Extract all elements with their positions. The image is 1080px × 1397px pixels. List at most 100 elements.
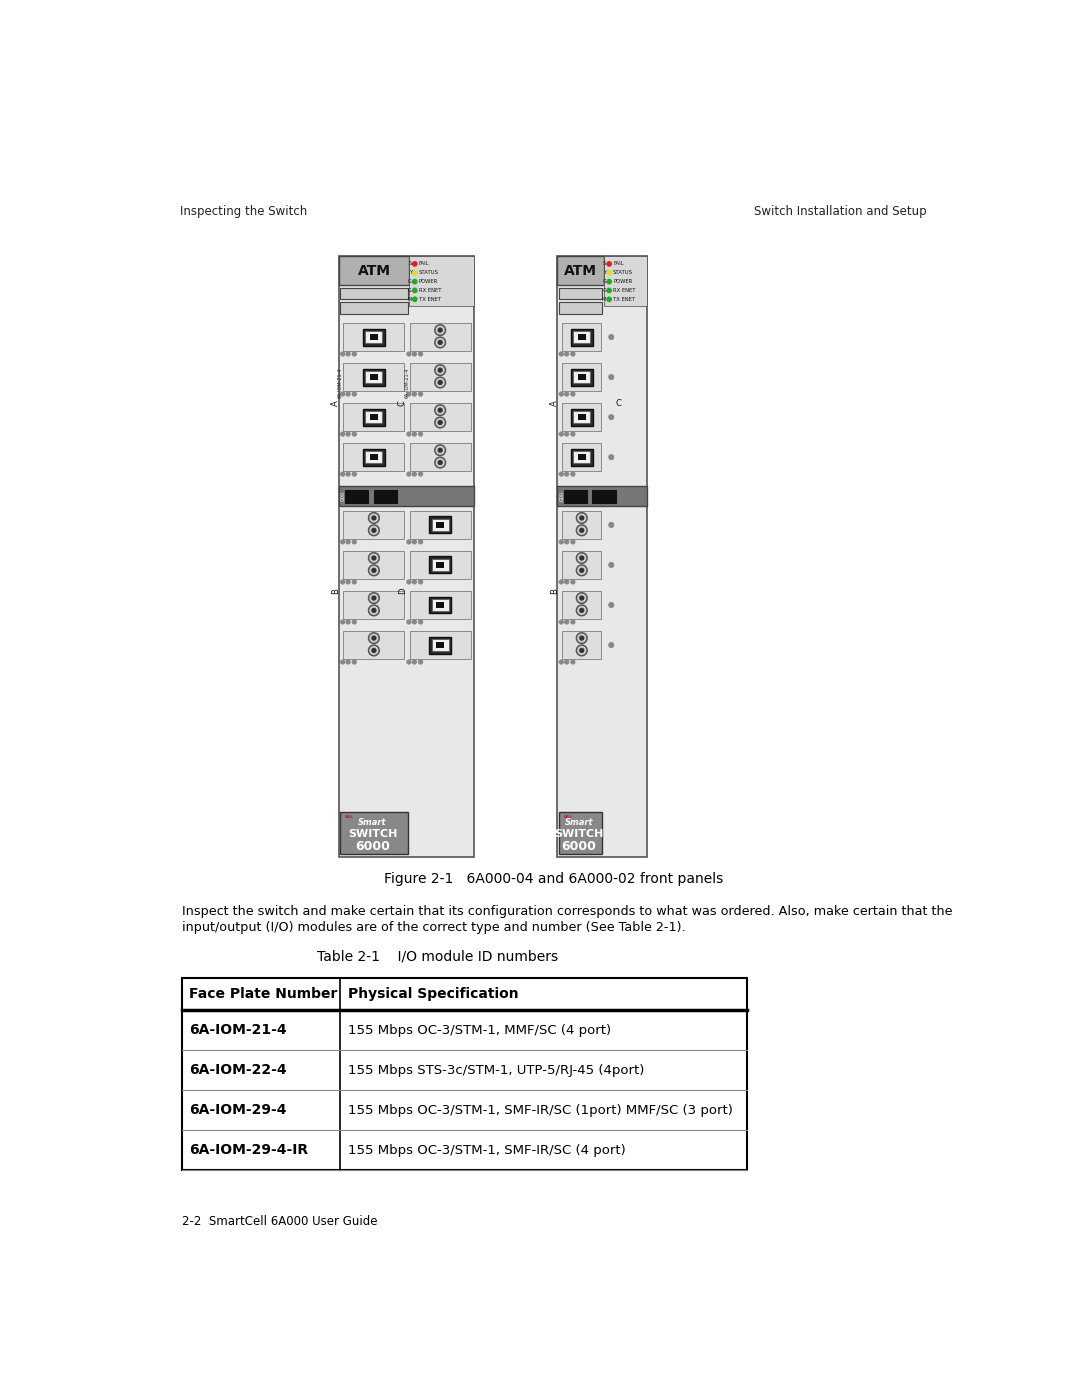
Text: 6A-IOM-21-4: 6A-IOM-21-4 [189,1023,287,1037]
Text: Face Plate Number: Face Plate Number [189,986,338,1000]
Bar [365,411,382,423]
Text: C: C [397,401,407,407]
Circle shape [347,432,350,436]
Circle shape [435,377,446,388]
Bar [430,637,451,654]
Circle shape [607,298,611,302]
Circle shape [436,447,444,454]
Bar [592,489,616,503]
Circle shape [413,298,417,302]
Circle shape [341,393,345,395]
Circle shape [352,432,356,436]
Text: 155 Mbps STS-3c/STM-1, UTP-5/RJ-45 (4port): 155 Mbps STS-3c/STM-1, UTP-5/RJ-45 (4por… [348,1063,644,1077]
Circle shape [436,338,444,346]
Bar [365,372,382,383]
Bar [578,414,585,420]
Text: POWER: POWER [419,279,437,284]
Bar [343,404,404,432]
Circle shape [435,324,446,335]
Circle shape [413,620,416,624]
Circle shape [352,539,356,543]
Circle shape [577,553,588,563]
Circle shape [578,647,585,654]
Circle shape [419,539,422,543]
Circle shape [571,580,575,584]
Text: RX ENET: RX ENET [613,288,635,293]
Bar [343,511,404,539]
Text: Table 2-1    I/O module ID numbers: Table 2-1 I/O module ID numbers [316,949,557,963]
Circle shape [438,420,442,425]
Text: S: S [408,261,411,267]
Text: BAIL: BAIL [564,816,572,819]
Bar [340,812,408,855]
Bar [604,256,647,306]
Bar [578,334,585,339]
Circle shape [407,580,410,584]
Circle shape [372,515,376,520]
Circle shape [407,539,410,543]
Bar [578,374,585,380]
Bar [409,631,471,659]
Circle shape [368,564,379,576]
Circle shape [577,633,588,644]
Text: Smart: Smart [359,819,387,827]
Text: 6A-IOM-29-4: 6A-IOM-29-4 [189,1104,287,1118]
Text: input/output (I/O) modules are of the correct type and number (See Table 2-1).: input/output (I/O) modules are of the co… [181,921,685,933]
Bar [562,511,602,539]
Circle shape [435,405,446,415]
Bar [339,486,474,507]
Bar [571,369,593,386]
Circle shape [368,525,379,535]
Text: M: M [602,296,606,302]
Circle shape [607,288,611,292]
Text: RX ENET: RX ENET [419,288,441,293]
Bar [339,256,409,285]
Text: 155 Mbps OC-3/STM-1, MMF/SC (4 port): 155 Mbps OC-3/STM-1, MMF/SC (4 port) [348,1024,611,1037]
Circle shape [341,659,345,664]
Circle shape [580,597,583,599]
Text: SWITCH: SWITCH [348,828,397,840]
Bar [571,328,593,345]
Text: Y: Y [603,270,606,275]
Text: 6A-IOM-22-4: 6A-IOM-22-4 [189,1063,287,1077]
Circle shape [578,527,585,534]
Bar [559,302,603,314]
Circle shape [565,539,568,543]
Circle shape [436,407,444,414]
Bar [363,369,384,386]
Bar [432,559,448,571]
Circle shape [368,553,379,563]
Circle shape [565,393,568,395]
Text: SWITCH: SWITCH [554,828,604,840]
Circle shape [370,594,378,602]
Bar [370,414,378,420]
Bar [564,489,586,503]
Circle shape [352,620,356,624]
Circle shape [609,643,613,647]
Circle shape [419,659,422,664]
Bar [571,409,593,426]
Bar [436,562,444,569]
Bar [343,323,404,351]
Bar [578,454,585,460]
Circle shape [436,379,444,387]
Circle shape [580,515,583,520]
Text: C: C [616,398,622,408]
Text: FAIL: FAIL [613,261,623,267]
Circle shape [413,539,416,543]
Circle shape [435,457,446,468]
Bar [409,363,471,391]
Circle shape [419,393,422,395]
Circle shape [578,567,585,574]
Text: POWER: POWER [613,279,632,284]
Bar [343,631,404,659]
Text: 155 Mbps OC-3/STM-1, SMF-IR/SC (4 port): 155 Mbps OC-3/STM-1, SMF-IR/SC (4 port) [348,1144,625,1157]
Circle shape [370,567,378,574]
Text: 6A-IOM-21-4: 6A-IOM-21-4 [337,367,342,398]
Circle shape [578,634,585,643]
Circle shape [578,594,585,602]
Bar [370,334,378,339]
Circle shape [341,472,345,476]
Circle shape [372,636,376,640]
Bar [409,443,471,471]
